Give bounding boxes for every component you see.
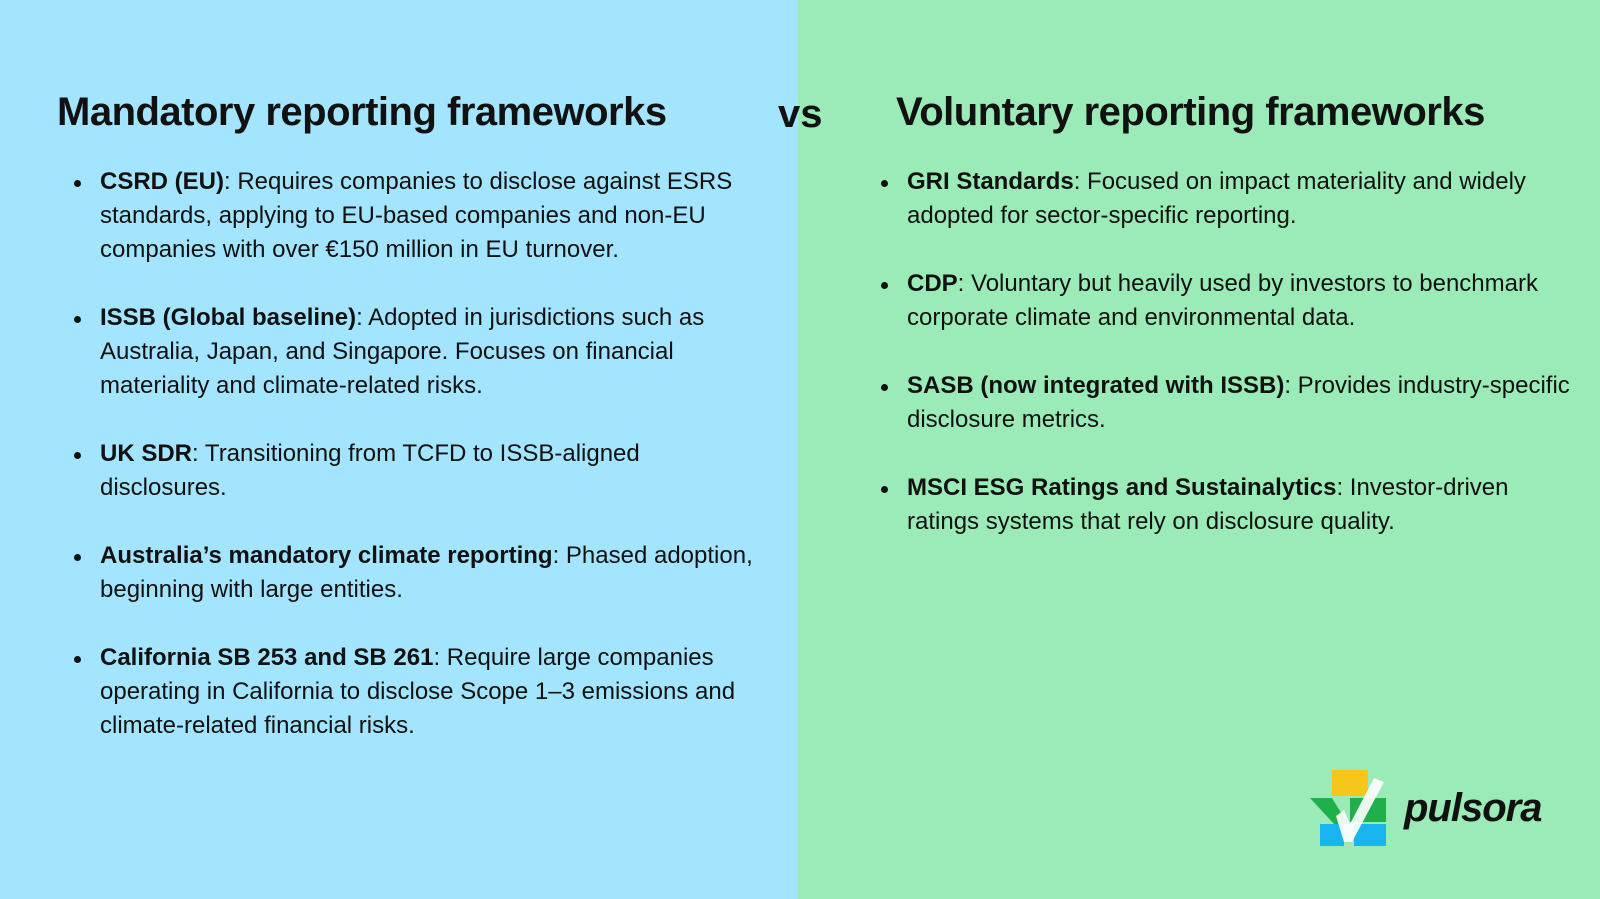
framework-description: : Focused on impact materiality and wide… <box>907 168 1526 229</box>
logo-blue-right <box>1354 824 1386 846</box>
list-item: SASB (now integrated with ISSB): Provide… <box>881 369 1581 437</box>
list-item: California SB 253 and SB 261: Require la… <box>74 641 764 743</box>
logo-check-mark <box>1336 778 1384 842</box>
framework-description: : Voluntary but heavily used by investor… <box>907 270 1538 331</box>
list-item: UK SDR: Transitioning from TCFD to ISSB-… <box>74 437 764 505</box>
framework-name: ISSB (Global baseline) <box>100 304 357 331</box>
framework-name: UK SDR <box>100 440 193 467</box>
framework-name: Australia’s mandatory climate reporting <box>100 542 553 569</box>
voluntary-list: GRI Standards: Focused on impact materia… <box>881 165 1581 573</box>
voluntary-title: Voluntary reporting frameworks <box>896 90 1485 134</box>
voluntary-panel <box>798 0 1600 899</box>
framework-description: : Adopted in jurisdictions such as Austr… <box>100 304 705 399</box>
framework-name: CDP <box>907 270 958 297</box>
framework-name: SASB (now integrated with ISSB) <box>907 372 1285 399</box>
list-item: GRI Standards: Focused on impact materia… <box>881 165 1581 233</box>
framework-description: : Provides industry-specific disclosure … <box>907 372 1570 433</box>
pulsora-mark-icon <box>1310 770 1386 846</box>
logo-blue-left <box>1320 824 1344 846</box>
mandatory-panel <box>0 0 798 899</box>
framework-description: : Requires companies to disclose against… <box>100 168 733 263</box>
framework-name: CSRD (EU) <box>100 168 224 195</box>
framework-description: : Phased adoption, beginning with large … <box>100 542 753 603</box>
pulsora-wordmark: pulsora <box>1404 785 1542 830</box>
vs-label: vs <box>778 92 823 136</box>
framework-name: GRI Standards <box>907 168 1074 195</box>
framework-description: : Require large companies operating in C… <box>100 644 736 739</box>
list-item: Australia’s mandatory climate reporting:… <box>74 539 764 607</box>
mandatory-title: Mandatory reporting frameworks <box>57 90 667 134</box>
logo-yellow-block <box>1332 770 1368 796</box>
list-item: CSRD (EU): Requires companies to disclos… <box>74 165 764 267</box>
framework-name: California SB 253 and SB 261 <box>100 644 434 671</box>
list-item: MSCI ESG Ratings and Sustainalytics: Inv… <box>881 471 1581 539</box>
framework-description: : Investor-driven ratings systems that r… <box>907 474 1509 535</box>
list-item: ISSB (Global baseline): Adopted in juris… <box>74 301 764 403</box>
framework-description: : Transitioning from TCFD to ISSB-aligne… <box>100 440 640 501</box>
pulsora-logo: pulsora <box>1310 768 1542 848</box>
mandatory-list: CSRD (EU): Requires companies to disclos… <box>74 165 764 777</box>
list-item: CDP: Voluntary but heavily used by inves… <box>881 267 1581 335</box>
framework-name: MSCI ESG Ratings and Sustainalytics <box>907 474 1337 501</box>
